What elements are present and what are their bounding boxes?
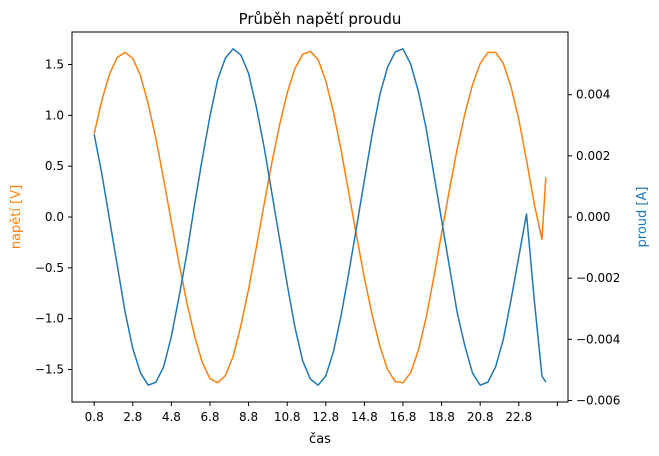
y-right-tick-label: 0.002 [576,149,610,163]
y-right-tick-label: −0.004 [576,332,620,346]
y-left-tick-label: 1.5 [45,58,64,72]
x-tick-label: 2.8 [123,410,142,424]
y-left-tick-label: −0.5 [35,261,64,275]
y-right-tick-label: 0.004 [576,88,610,102]
y-left-tick-label: 0.5 [45,159,64,173]
x-tick-label: 4.8 [162,410,181,424]
series-layer [93,48,547,386]
y-axis-label-right: proud [A] [635,187,650,248]
x-tick-label: 8.8 [239,410,258,424]
y-right-tick-label: −0.006 [576,393,620,407]
x-tick-label: 12.8 [312,410,339,424]
x-axis-label: čas [309,432,331,447]
y-left-tick-label: −1.0 [35,312,64,326]
x-tick-label: 10.8 [274,410,301,424]
series-line-left [93,50,547,384]
x-tick-label: 18.8 [428,410,455,424]
series-line-right [93,48,547,386]
x-tick-label: 0.8 [85,410,104,424]
y-right-tick-label: 0.000 [576,210,610,224]
x-axis: 0.8 2.8 4.8 6.8 8.8 10.8 12.8 14.8 16.8 18.8 20.8 2… [85,402,558,424]
x-tick-label: 22.8 [505,410,532,424]
chart-title: Průběh napětí proudu [239,10,402,28]
x-tick-label: 14.8 [351,410,378,424]
x-tick-label: 16.8 [390,410,417,424]
y-left-tick-label: 1.0 [45,108,64,122]
x-tick-label: 20.8 [467,410,494,424]
x-tick-label: 6.8 [200,410,219,424]
y-axis-right: −0.006 −0.004 −0.002 0.000 0.002 0.004 [568,88,620,407]
y-left-tick-label: 0.0 [45,210,64,224]
y-left-tick-label: −1.5 [35,362,64,376]
y-right-tick-label: −0.002 [576,271,620,285]
y-axis-left: −1.5 −1.0 −0.5 0.0 0.5 1.0 1.5 [35,58,72,376]
y-axis-label-left: napětí [V] [9,185,24,249]
